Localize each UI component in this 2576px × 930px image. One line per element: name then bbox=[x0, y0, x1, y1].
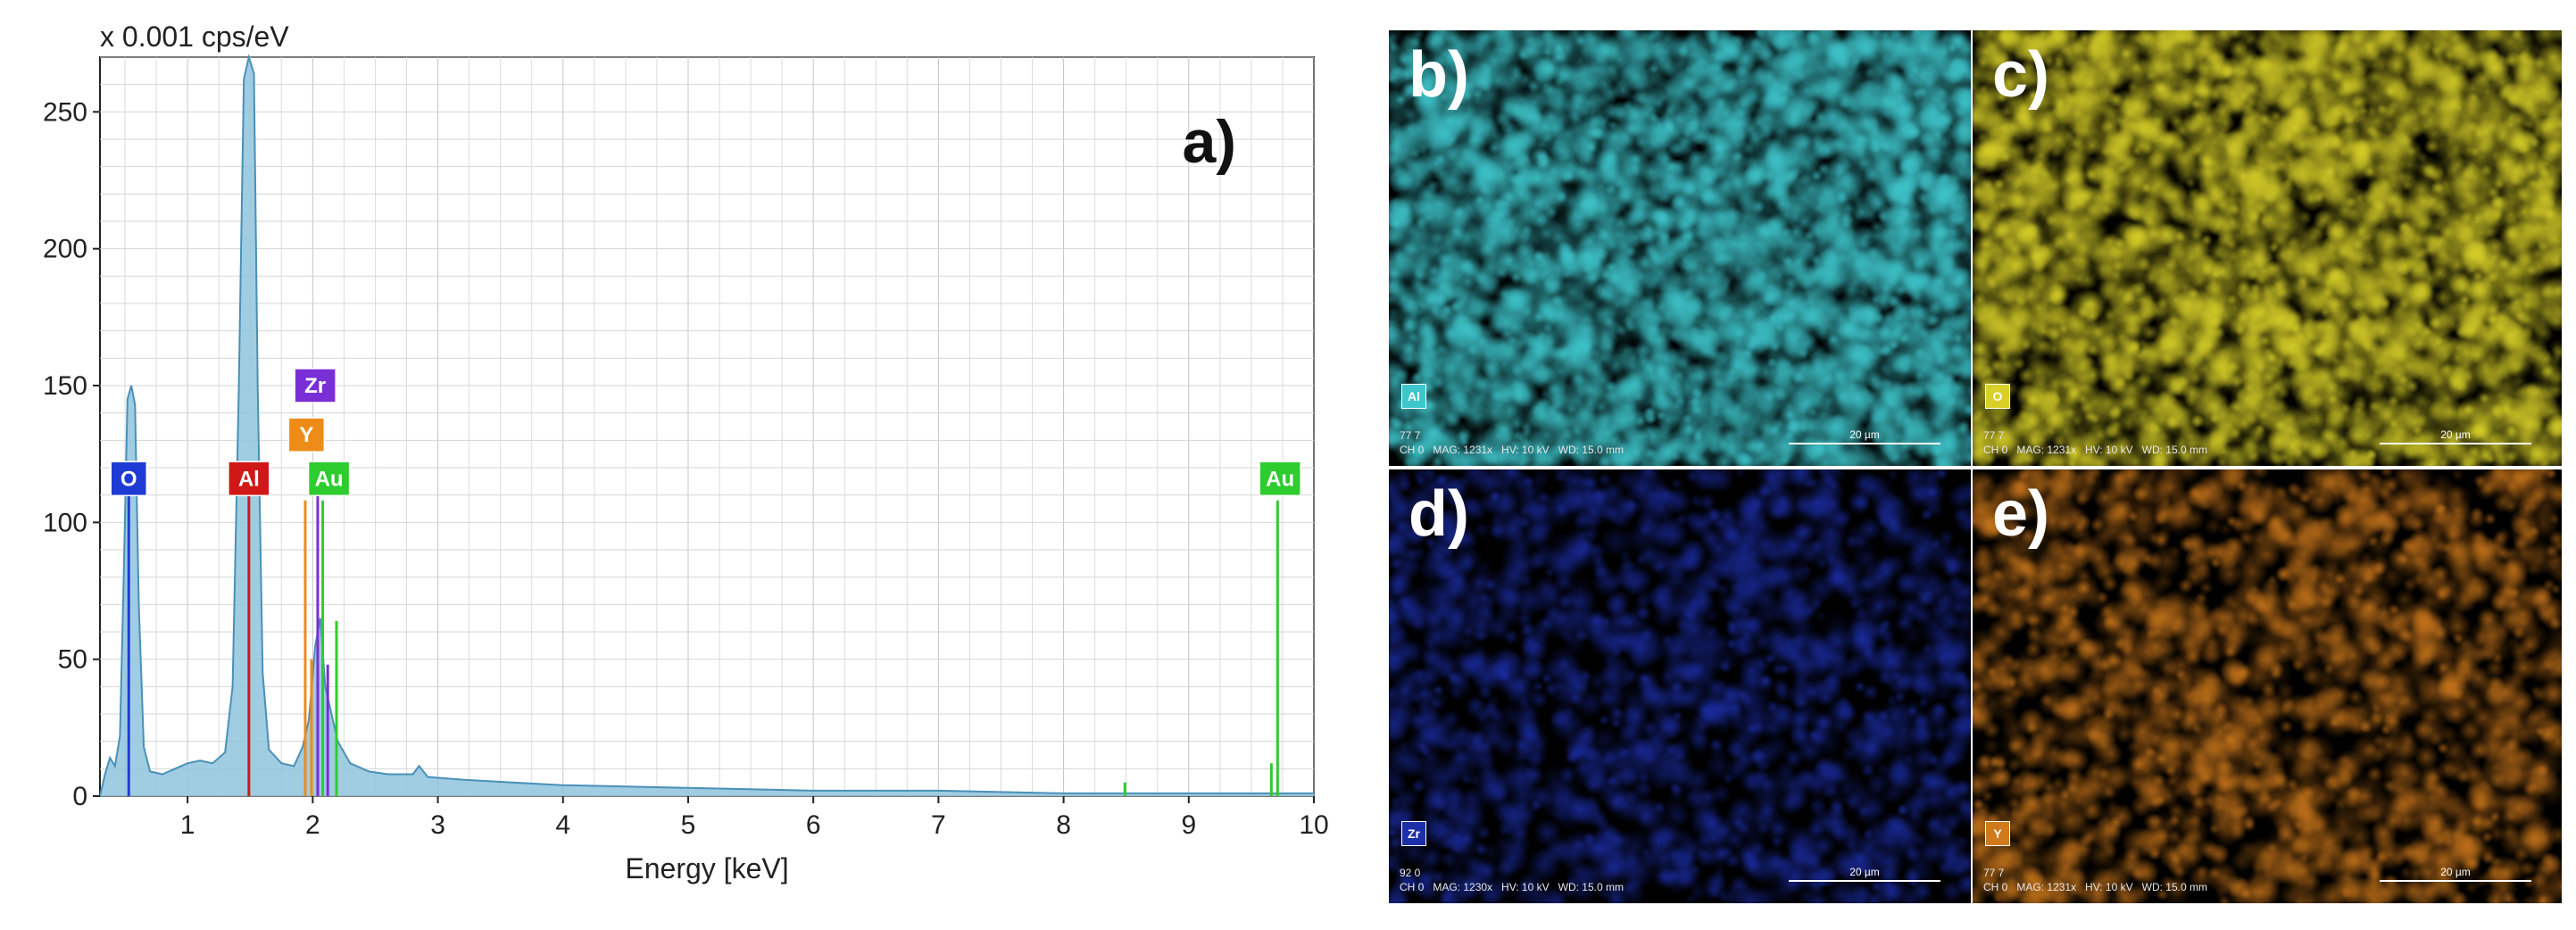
peak-label-text: Al bbox=[238, 467, 260, 491]
y-tick-label: 100 bbox=[43, 508, 87, 537]
element-tag-y: Y bbox=[1985, 821, 2010, 846]
unit-label: x 0.001 cps/eV bbox=[100, 21, 289, 53]
peak-label-box bbox=[1259, 461, 1301, 497]
eds-spectrum-figure: O Al Y Zr Au Au 1 2 3 4 5 6 7 8 9 10 0 50 100 150 200 250 x… bbox=[43, 21, 1329, 884]
x-tick-labels: 1 2 3 4 5 6 7 8 9 10 bbox=[180, 796, 1329, 840]
peak-label-au: Au bbox=[307, 461, 351, 497]
spectrum-line-0 bbox=[99, 54, 1314, 797]
peak-label-text: O bbox=[120, 467, 137, 491]
peak-label-text: Au bbox=[1266, 467, 1294, 491]
al-element-map bbox=[1389, 30, 1971, 466]
panel-label-e: e) bbox=[1992, 478, 2050, 550]
peak-label-text: Zr bbox=[304, 374, 326, 398]
y-tick-label: 0 bbox=[72, 782, 87, 811]
peak-label-zr: Zr bbox=[294, 368, 337, 403]
acquisition-info: 77 7 CH 0 MAG: 1231x HV: 10 kV WD: 15.0 … bbox=[1983, 429, 2207, 456]
element-marker-lines bbox=[127, 489, 1279, 796]
element-tag-zr: Zr bbox=[1401, 821, 1426, 846]
x-tick-label: 10 bbox=[1299, 810, 1328, 840]
plot-area bbox=[99, 56, 1315, 797]
peak-labels: O Al Y Zr Au Au bbox=[110, 368, 1301, 497]
panel-label-d: d) bbox=[1408, 478, 1469, 550]
peak-label-box bbox=[110, 461, 147, 497]
peak-label-text: Y bbox=[299, 423, 313, 447]
x-tick-label: 1 bbox=[180, 810, 195, 840]
peak-label-text: Au bbox=[315, 467, 344, 491]
x-axis-label: Energy [keV] bbox=[625, 852, 788, 884]
element-tag-o: O bbox=[1985, 384, 2010, 409]
peak-label-box bbox=[287, 417, 326, 453]
o-element-map bbox=[1973, 30, 2562, 466]
peak-label-o: O bbox=[110, 461, 147, 497]
acquisition-info: 92 0 CH 0 MAG: 1230x HV: 10 kV WD: 15.0 … bbox=[1400, 867, 1624, 893]
peak-label-box bbox=[228, 461, 270, 497]
y-tick-label: 250 bbox=[43, 97, 87, 127]
peak-label-au: Au bbox=[1259, 461, 1301, 497]
grid bbox=[100, 56, 1315, 797]
panel-label-c: c) bbox=[1992, 39, 2050, 111]
scale-bar: 20 µm bbox=[1789, 428, 1940, 444]
y-element-map bbox=[1973, 469, 2562, 903]
acquisition-info: 77 7 CH 0 MAG: 1231x HV: 10 kV WD: 15.0 … bbox=[1400, 429, 1624, 456]
x-tick-label: 6 bbox=[806, 810, 821, 840]
y-tick-label: 200 bbox=[43, 235, 87, 264]
map-panel-b: b) Al 77 7 CH 0 MAG: 1231x HV: 10 kV WD:… bbox=[1389, 30, 1971, 466]
panel-label-a: a) bbox=[1183, 108, 1236, 176]
x-tick-label: 5 bbox=[681, 810, 696, 840]
x-tick-label: 9 bbox=[1181, 810, 1196, 840]
y-tick-label: 50 bbox=[58, 645, 87, 675]
x-tick-label: 7 bbox=[931, 810, 946, 840]
peak-label-y: Y bbox=[287, 417, 326, 453]
x-tick-label: 2 bbox=[305, 810, 320, 840]
zr-element-map bbox=[1389, 469, 1971, 903]
map-panel-e: e) Y 77 7 CH 0 MAG: 1231x HV: 10 kV WD: … bbox=[1973, 469, 2562, 903]
acquisition-info: 77 7 CH 0 MAG: 1231x HV: 10 kV WD: 15.0 … bbox=[1983, 867, 2207, 893]
x-tick-label: 8 bbox=[1056, 810, 1071, 840]
map-panel-c: c) O 77 7 CH 0 MAG: 1231x HV: 10 kV WD: … bbox=[1973, 30, 2562, 466]
panel-label-b: b) bbox=[1408, 39, 1469, 111]
y-tick-labels: 0 50 100 150 200 250 bbox=[43, 97, 100, 811]
map-panel-d: d) Zr 92 0 CH 0 MAG: 1230x HV: 10 kV WD:… bbox=[1389, 469, 1971, 903]
scale-bar: 20 µm bbox=[2380, 428, 2531, 444]
peak-label-box bbox=[294, 368, 337, 403]
peak-label-box bbox=[307, 461, 351, 497]
scale-bar: 20 µm bbox=[1789, 866, 1940, 882]
scale-bar: 20 µm bbox=[2380, 866, 2531, 882]
peak-label-al: Al bbox=[228, 461, 270, 497]
x-tick-label: 4 bbox=[555, 810, 570, 840]
y-tick-label: 150 bbox=[43, 371, 87, 401]
element-tag-al: Al bbox=[1401, 384, 1426, 409]
spectrum-series bbox=[99, 54, 1314, 797]
x-tick-label: 3 bbox=[430, 810, 445, 840]
